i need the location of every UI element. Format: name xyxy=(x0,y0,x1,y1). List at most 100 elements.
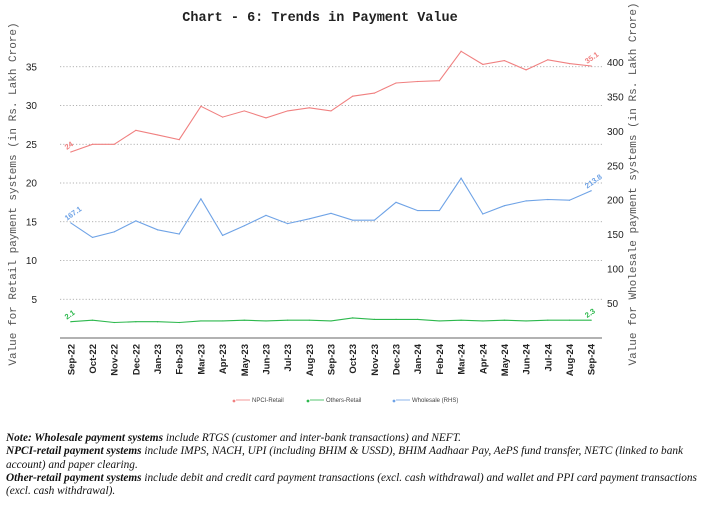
data-point xyxy=(525,320,527,322)
x-tick-label: Jun-23 xyxy=(261,344,272,375)
legend: NPCI-Retail Others-Retail Wholesale (RHS) xyxy=(232,398,458,404)
y-left-tick-label: 5 xyxy=(31,295,37,306)
x-tick-label: Jul-23 xyxy=(283,344,294,371)
data-point xyxy=(265,320,267,322)
data-point xyxy=(417,318,419,320)
notes: Note: Wholesale payment systems include … xyxy=(6,432,722,498)
legend-label: Others-Retail xyxy=(326,398,361,404)
x-tick-label: Nov-22 xyxy=(110,344,121,376)
data-point xyxy=(438,80,440,82)
data-point xyxy=(308,218,310,220)
data-point xyxy=(287,223,289,225)
x-tick-label: Feb-23 xyxy=(175,344,186,375)
note-other-retail-term: Other-retail payment systems xyxy=(6,471,142,484)
series-lines xyxy=(70,50,592,324)
data-point xyxy=(503,59,506,62)
note-other-retail-text: include debit and credit card payment tr… xyxy=(6,471,697,498)
x-tick-label: May-24 xyxy=(500,343,511,376)
data-point xyxy=(222,116,224,118)
y-right-tick-label: 250 xyxy=(607,161,624,172)
data-point xyxy=(265,214,267,216)
data-point xyxy=(200,105,202,107)
x-tick-label: Oct-23 xyxy=(348,344,359,374)
data-label: 2.3 xyxy=(583,306,597,319)
x-tick-label: Jan-24 xyxy=(413,343,424,374)
data-point xyxy=(503,205,506,207)
legend-marker xyxy=(232,399,236,403)
data-point xyxy=(330,110,332,112)
data-point xyxy=(417,209,419,212)
data-point xyxy=(417,80,419,83)
data-point xyxy=(525,69,527,71)
x-tick-label: Sep-22 xyxy=(66,344,77,375)
legend-label: NPCI-Retail xyxy=(252,398,284,404)
data-label: 2.1 xyxy=(63,308,77,321)
data-point xyxy=(178,139,180,141)
data-point xyxy=(243,110,245,112)
x-tick-label: Sep-23 xyxy=(327,344,338,375)
y-right-tick-label: 100 xyxy=(607,265,624,276)
data-label: 35.1 xyxy=(583,50,600,66)
x-tick-label: Jun-24 xyxy=(522,343,533,374)
data-point xyxy=(222,234,224,236)
data-point xyxy=(113,231,115,233)
data-point xyxy=(91,143,94,145)
x-tick-label: Jul-24 xyxy=(543,343,554,371)
x-tick-label: Jan-23 xyxy=(153,344,164,374)
data-point xyxy=(113,321,115,324)
data-point xyxy=(482,320,484,322)
data-label: 213.8 xyxy=(583,172,604,190)
data-point xyxy=(308,319,310,321)
data-point xyxy=(590,319,592,321)
data-point xyxy=(265,117,267,119)
x-tick-label: Mar-23 xyxy=(196,344,207,375)
y-right-tick-label: 50 xyxy=(607,299,619,310)
y-right-tick-label: 200 xyxy=(607,196,624,207)
data-point xyxy=(438,320,440,322)
data-point xyxy=(568,319,571,321)
data-point xyxy=(113,143,115,145)
data-label: 167.1 xyxy=(63,204,84,222)
data-point xyxy=(395,82,397,84)
data-point xyxy=(482,63,484,66)
y-right-tick-label: 400 xyxy=(607,58,624,69)
data-labels: 24 35.1 2.1 2.3 167.1 213.8 xyxy=(63,50,604,322)
data-point xyxy=(547,319,549,321)
legend-marker xyxy=(306,399,310,403)
x-tick-label: Aug-23 xyxy=(305,344,316,376)
x-tick-label: Dec-22 xyxy=(131,344,142,375)
legend-marker xyxy=(392,399,396,403)
data-point xyxy=(460,319,462,321)
chart: Chart - 6: Trends in Payment Value 5 10 15… xyxy=(8,2,640,404)
x-tick-label: Mar-24 xyxy=(457,343,468,374)
data-point xyxy=(460,50,462,52)
data-point xyxy=(503,319,506,321)
data-point xyxy=(395,201,397,203)
data-point xyxy=(547,59,549,61)
x-tick-label: Nov-23 xyxy=(370,344,381,376)
x-tick-label: Oct-22 xyxy=(88,344,99,374)
y-left-tick-label: 10 xyxy=(26,256,38,267)
y-left-tick-label: 30 xyxy=(26,101,38,112)
data-label: 24 xyxy=(63,139,76,152)
data-point xyxy=(460,177,462,179)
data-point xyxy=(243,319,245,321)
data-point xyxy=(178,233,180,235)
data-point xyxy=(156,321,159,323)
series-line-wholesale-rhs xyxy=(70,177,592,238)
data-point xyxy=(135,129,137,131)
series-line-others-retail xyxy=(70,317,592,324)
note-wholesale-text: include RTGS (customer and inter-bank tr… xyxy=(163,432,461,444)
x-tick-label: Dec-23 xyxy=(392,344,403,375)
x-tick-label: Aug-24 xyxy=(565,343,576,376)
data-point xyxy=(287,110,289,112)
x-tick-label: Apr-24 xyxy=(478,343,489,374)
data-point xyxy=(590,190,592,192)
note-npci-retail-term: NPCI-retail payment systems xyxy=(6,445,142,458)
data-point xyxy=(308,107,310,109)
data-point xyxy=(330,320,332,322)
x-tick-label: Apr-23 xyxy=(218,344,229,374)
data-point xyxy=(568,63,571,65)
data-point xyxy=(200,198,202,200)
data-point xyxy=(287,319,289,321)
